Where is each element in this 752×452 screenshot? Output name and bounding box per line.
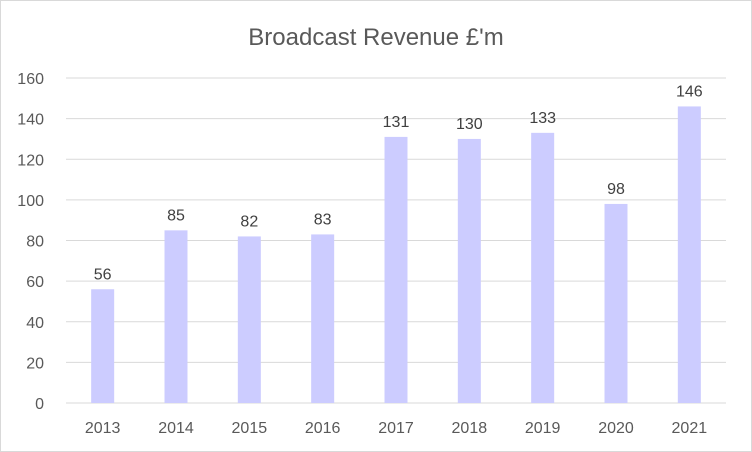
x-tick-label: 2019 [525,420,561,437]
x-tick-label: 2013 [85,420,121,437]
bar [311,234,335,403]
y-tick-label: 80 [26,234,44,251]
bar [531,132,555,403]
data-label: 146 [676,83,703,100]
bar [164,230,188,403]
bar [604,203,628,403]
x-tick-label: 2017 [378,420,414,437]
data-label: 85 [167,207,185,224]
x-tick-label: 2021 [672,420,708,437]
data-labels: 56 85 82 83 131 130 133 98 146 [94,83,703,283]
data-label: 130 [456,116,483,133]
data-label: 131 [383,114,410,131]
bar [91,289,115,403]
bar [237,236,261,403]
y-tick-label: 100 [17,193,44,210]
y-axis: 0 20 40 60 80 100 120 140 160 [17,71,44,413]
x-axis: 2013 2014 2015 2016 2017 2018 2019 2020 2021 [85,420,707,437]
y-tick-label: 60 [26,274,44,291]
y-tick-label: 0 [35,396,44,413]
y-tick-label: 40 [26,315,44,332]
data-label: 83 [314,211,332,228]
y-tick-label: 160 [17,71,44,88]
y-tick-label: 140 [17,112,44,129]
x-tick-label: 2020 [598,420,634,437]
x-tick-label: 2014 [158,420,194,437]
bars [91,106,701,403]
data-label: 133 [529,110,556,127]
x-tick-label: 2015 [232,420,268,437]
data-label: 56 [94,266,112,283]
y-tick-label: 20 [26,355,44,372]
x-tick-label: 2016 [305,420,341,437]
bar [677,106,701,403]
y-tick-label: 120 [17,152,44,169]
bar [457,138,481,403]
chart-title: Broadcast Revenue £'m [248,24,503,51]
data-label: 98 [607,181,625,198]
data-label: 82 [240,213,258,230]
x-tick-label: 2018 [452,420,488,437]
bar [384,136,408,403]
